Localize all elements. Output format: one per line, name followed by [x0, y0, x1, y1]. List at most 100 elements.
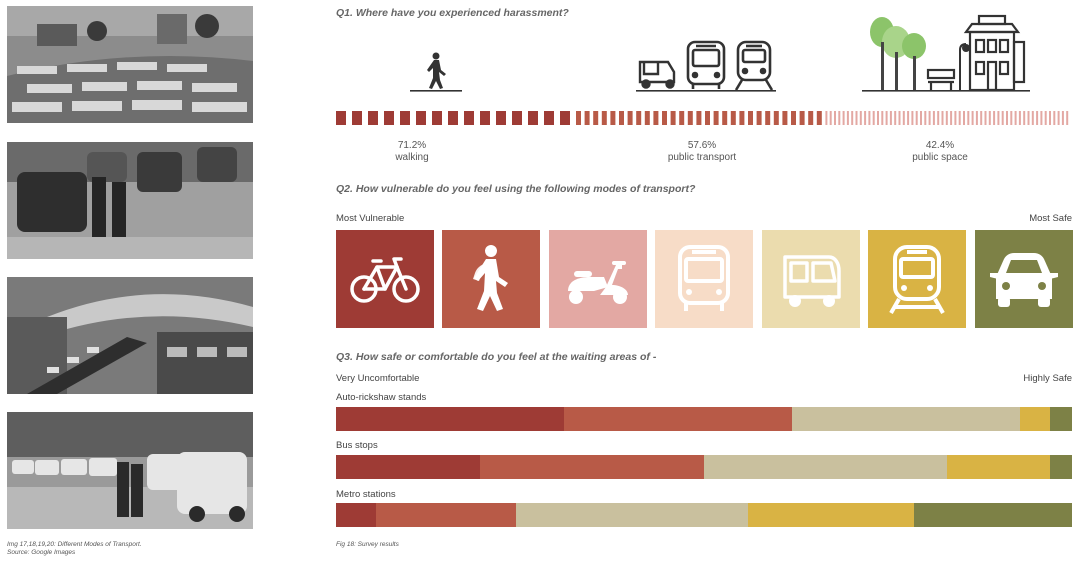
strip-tick-14	[885, 111, 888, 125]
train-icon	[734, 40, 774, 91]
strip-tick-56	[1066, 111, 1069, 125]
q2-title: Q2. How vulnerable do you feel using the…	[336, 183, 696, 195]
stat-public-space: 42.4% public space	[880, 140, 1000, 164]
strip-tick-35	[975, 111, 978, 125]
bar-row-metro-stations	[336, 503, 1072, 527]
strip-tick-43	[1010, 111, 1013, 125]
strip-dash-0	[576, 111, 581, 125]
trees-icon	[870, 17, 926, 90]
strip-dash-14	[696, 111, 702, 125]
photo-caption-line1: Img 17,18,19,20: Different Modes of Tran…	[7, 541, 142, 548]
q2-left-label: Most Vulnerable	[336, 213, 405, 224]
strip-tick-45	[1018, 111, 1021, 125]
strip-tick-53	[1053, 111, 1056, 125]
walking-person-icon	[473, 245, 508, 311]
bar-segment-2-1	[376, 503, 517, 527]
strip-tick-18	[902, 111, 905, 125]
strip-dash-17	[722, 111, 728, 125]
strip-dash-11	[670, 111, 676, 125]
strip-tick-7	[855, 111, 858, 125]
stat-public-transport: 57.6% public transport	[642, 140, 762, 164]
auto-rickshaw-stand-photo	[7, 142, 253, 259]
mode-tile-car	[975, 230, 1073, 328]
strip-tick-31	[958, 111, 961, 125]
strip-dash-27	[808, 111, 814, 125]
bar-segment-2-4	[913, 503, 1072, 527]
q2-right-label: Most Safe	[1029, 213, 1072, 224]
strip-tick-38	[988, 111, 991, 125]
strip-tick-30	[954, 111, 957, 125]
bar-segment-1-0	[336, 455, 480, 479]
strip-tick-17	[898, 111, 901, 125]
strip-tick-16	[894, 111, 897, 125]
strip-tick-23	[924, 111, 927, 125]
stat-public-space-label: public space	[912, 152, 968, 163]
strip-block-2	[368, 111, 378, 125]
strip-dash-15	[705, 111, 710, 125]
strip-tick-22	[920, 111, 922, 125]
strip-dash-4	[610, 111, 616, 125]
strip-tick-2	[834, 111, 836, 125]
strip-tick-11	[872, 111, 875, 125]
strip-dash-1	[584, 111, 590, 125]
car-icon	[990, 253, 1058, 307]
strip-tick-28	[945, 111, 948, 125]
bar-segment-1-4	[1049, 455, 1072, 479]
strip-dash-16	[713, 111, 719, 125]
strip-dash-10	[662, 111, 667, 125]
bicycle-icon	[350, 257, 420, 303]
bar-segment-0-3	[1020, 407, 1050, 431]
metro-station-photo	[7, 277, 253, 394]
strip-tick-48	[1031, 111, 1034, 125]
walking-person-icon	[408, 50, 464, 92]
strip-dash-9	[653, 111, 659, 125]
strip-dash-8	[644, 111, 650, 125]
q3-right-label: Highly Safe	[1023, 373, 1072, 384]
strip-tick-19	[907, 111, 910, 125]
stat-walking: 71.2% walking	[352, 140, 472, 164]
strip-tick-6	[851, 111, 854, 125]
bar-segment-1-1	[479, 455, 704, 479]
harassment-frequency-strip	[336, 111, 1069, 125]
bar-segment-1-2	[703, 455, 947, 479]
strip-dash-7	[636, 111, 642, 125]
scooter-icon	[568, 261, 628, 304]
bar-segment-2-2	[516, 503, 749, 527]
auto-rickshaw-icon	[638, 60, 676, 89]
strip-dash-2	[593, 111, 599, 125]
strip-tick-5	[846, 111, 849, 125]
strip-tick-12	[877, 111, 879, 125]
mode-tile-scooter	[549, 230, 647, 328]
strip-block-7	[448, 111, 458, 125]
strip-tick-51	[1044, 111, 1047, 125]
bus-icon	[678, 245, 730, 311]
strip-dash-5	[619, 111, 624, 125]
train-icon	[889, 245, 945, 314]
strip-dash-3	[601, 111, 607, 125]
strip-block-4	[400, 111, 410, 125]
strip-tick-49	[1036, 111, 1039, 125]
strip-tick-44	[1014, 111, 1017, 125]
bar-segment-0-4	[1049, 407, 1072, 431]
row-label-metro-stations: Metro stations	[336, 489, 396, 500]
strip-tick-40	[997, 111, 1000, 125]
bar-segment-2-0	[336, 503, 377, 527]
bus-icon	[686, 40, 726, 89]
strip-tick-27	[941, 111, 944, 125]
strip-tick-41	[1001, 111, 1004, 125]
strip-tick-33	[967, 111, 970, 125]
bar-segment-0-0	[336, 407, 565, 431]
strip-tick-26	[937, 111, 940, 125]
mode-tile-bicycle	[336, 230, 434, 328]
row-label-auto-rickshaw-stands: Auto-rickshaw stands	[336, 392, 427, 403]
strip-block-14	[560, 111, 570, 125]
strip-tick-4	[842, 111, 845, 125]
strip-dash-25	[791, 111, 796, 125]
strip-tick-13	[881, 111, 884, 125]
strip-tick-50	[1040, 111, 1043, 125]
strip-block-10	[496, 111, 506, 125]
strip-tick-0	[825, 111, 828, 125]
bus-depot-photo	[7, 6, 253, 123]
strip-tick-39	[993, 111, 996, 125]
strip-tick-54	[1057, 111, 1060, 125]
